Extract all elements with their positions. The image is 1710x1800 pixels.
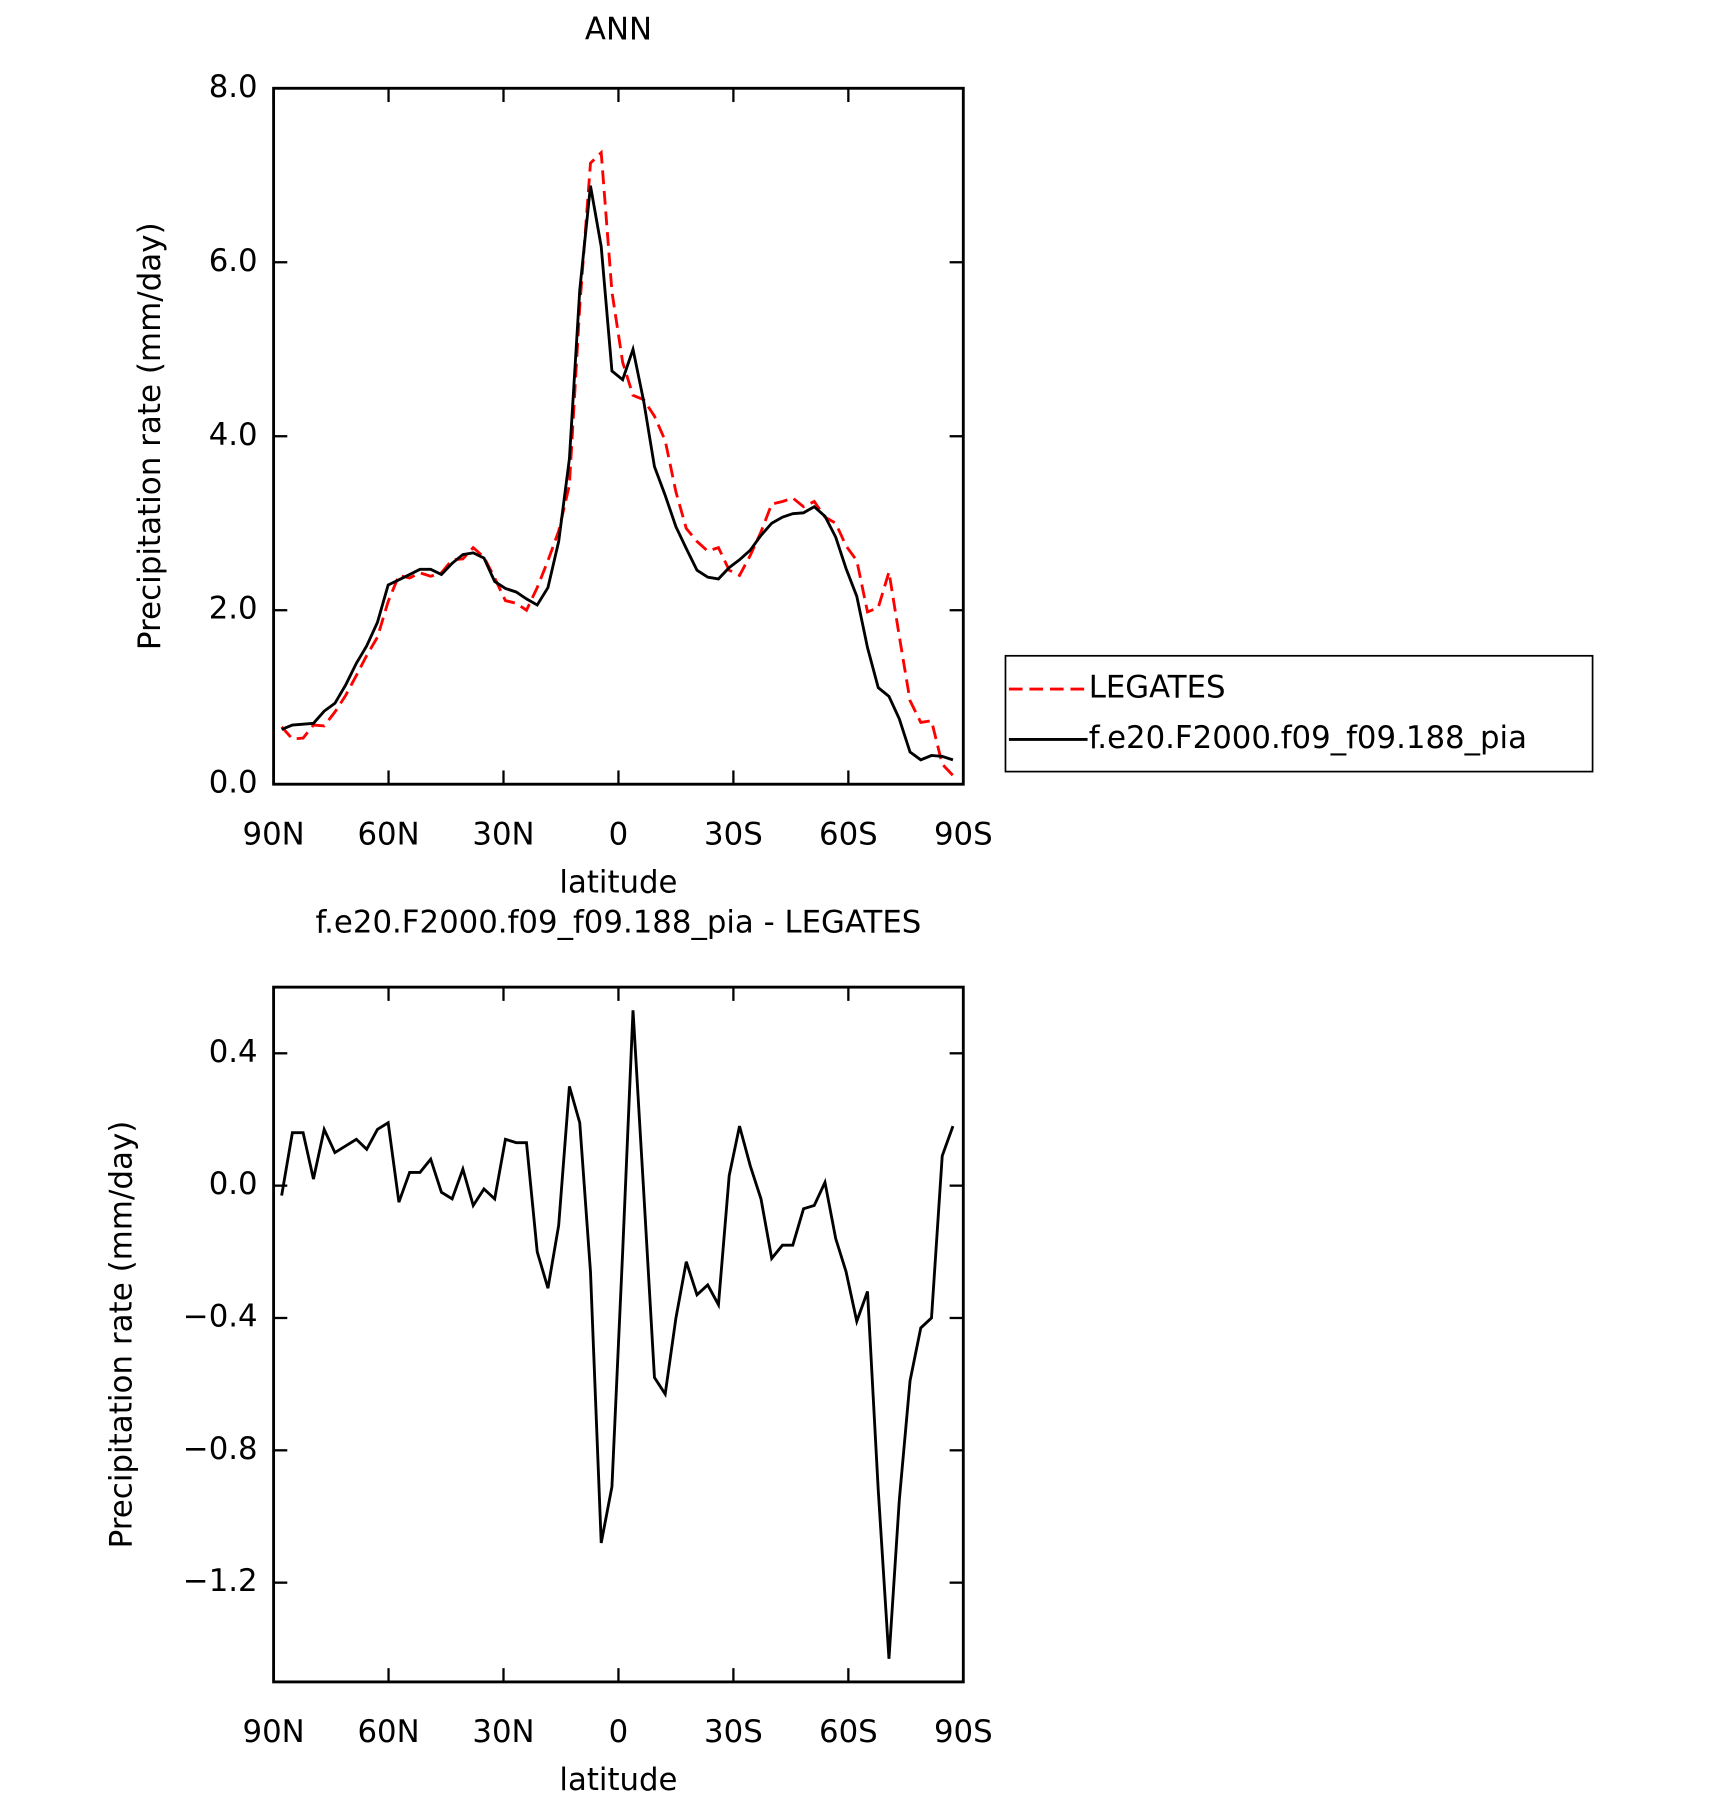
x-axis-label: latitude	[559, 1762, 677, 1798]
y-tick-label: −1.2	[183, 1563, 258, 1599]
x-tick-label: 60S	[819, 816, 878, 852]
data-line	[281, 185, 954, 762]
y-tick-label: −0.4	[183, 1298, 258, 1334]
x-tick-label: 30S	[704, 1714, 763, 1750]
x-axis-label: latitude	[559, 864, 677, 900]
y-tick-label: 4.0	[209, 417, 258, 453]
data-line	[280, 1010, 955, 1659]
x-tick-label: 60S	[819, 1714, 878, 1750]
legend-box	[1004, 654, 1594, 773]
plot-frame	[272, 86, 965, 786]
x-tick-label: 30N	[472, 1714, 534, 1750]
x-tick-label: 90N	[243, 1714, 305, 1750]
chart-title: f.e20.F2000.f09_f09.188_pia - LEGATES	[316, 905, 922, 941]
y-tick-label: 2.0	[209, 591, 258, 627]
x-tick-label: 60N	[357, 1714, 419, 1750]
y-axis-label: Precipitation rate (mm/day)	[104, 1121, 140, 1549]
chart-title: ANN	[585, 11, 652, 47]
x-tick-label: 90S	[934, 816, 993, 852]
x-tick-label: 0	[609, 816, 629, 852]
y-tick-label: 0.0	[209, 1166, 258, 1202]
data-line	[280, 149, 954, 777]
y-tick-label: 8.0	[209, 69, 258, 105]
y-tick-label: −0.8	[183, 1431, 258, 1467]
x-tick-label: 30N	[472, 816, 534, 852]
x-tick-label: 0	[609, 1714, 629, 1750]
y-tick-label: 0.0	[209, 765, 258, 801]
x-tick-label: 90S	[934, 1714, 993, 1750]
plot-frame	[272, 985, 965, 1684]
y-tick-label: 6.0	[209, 243, 258, 279]
legend-label: LEGATES	[1089, 669, 1226, 705]
y-tick-label: 0.4	[209, 1034, 258, 1070]
y-axis-label: Precipitation rate (mm/day)	[132, 222, 168, 650]
x-tick-label: 60N	[357, 816, 419, 852]
x-tick-label: 30S	[704, 816, 763, 852]
x-tick-label: 90N	[243, 816, 305, 852]
legend-label: f.e20.F2000.f09_f09.188_pia	[1089, 720, 1527, 756]
